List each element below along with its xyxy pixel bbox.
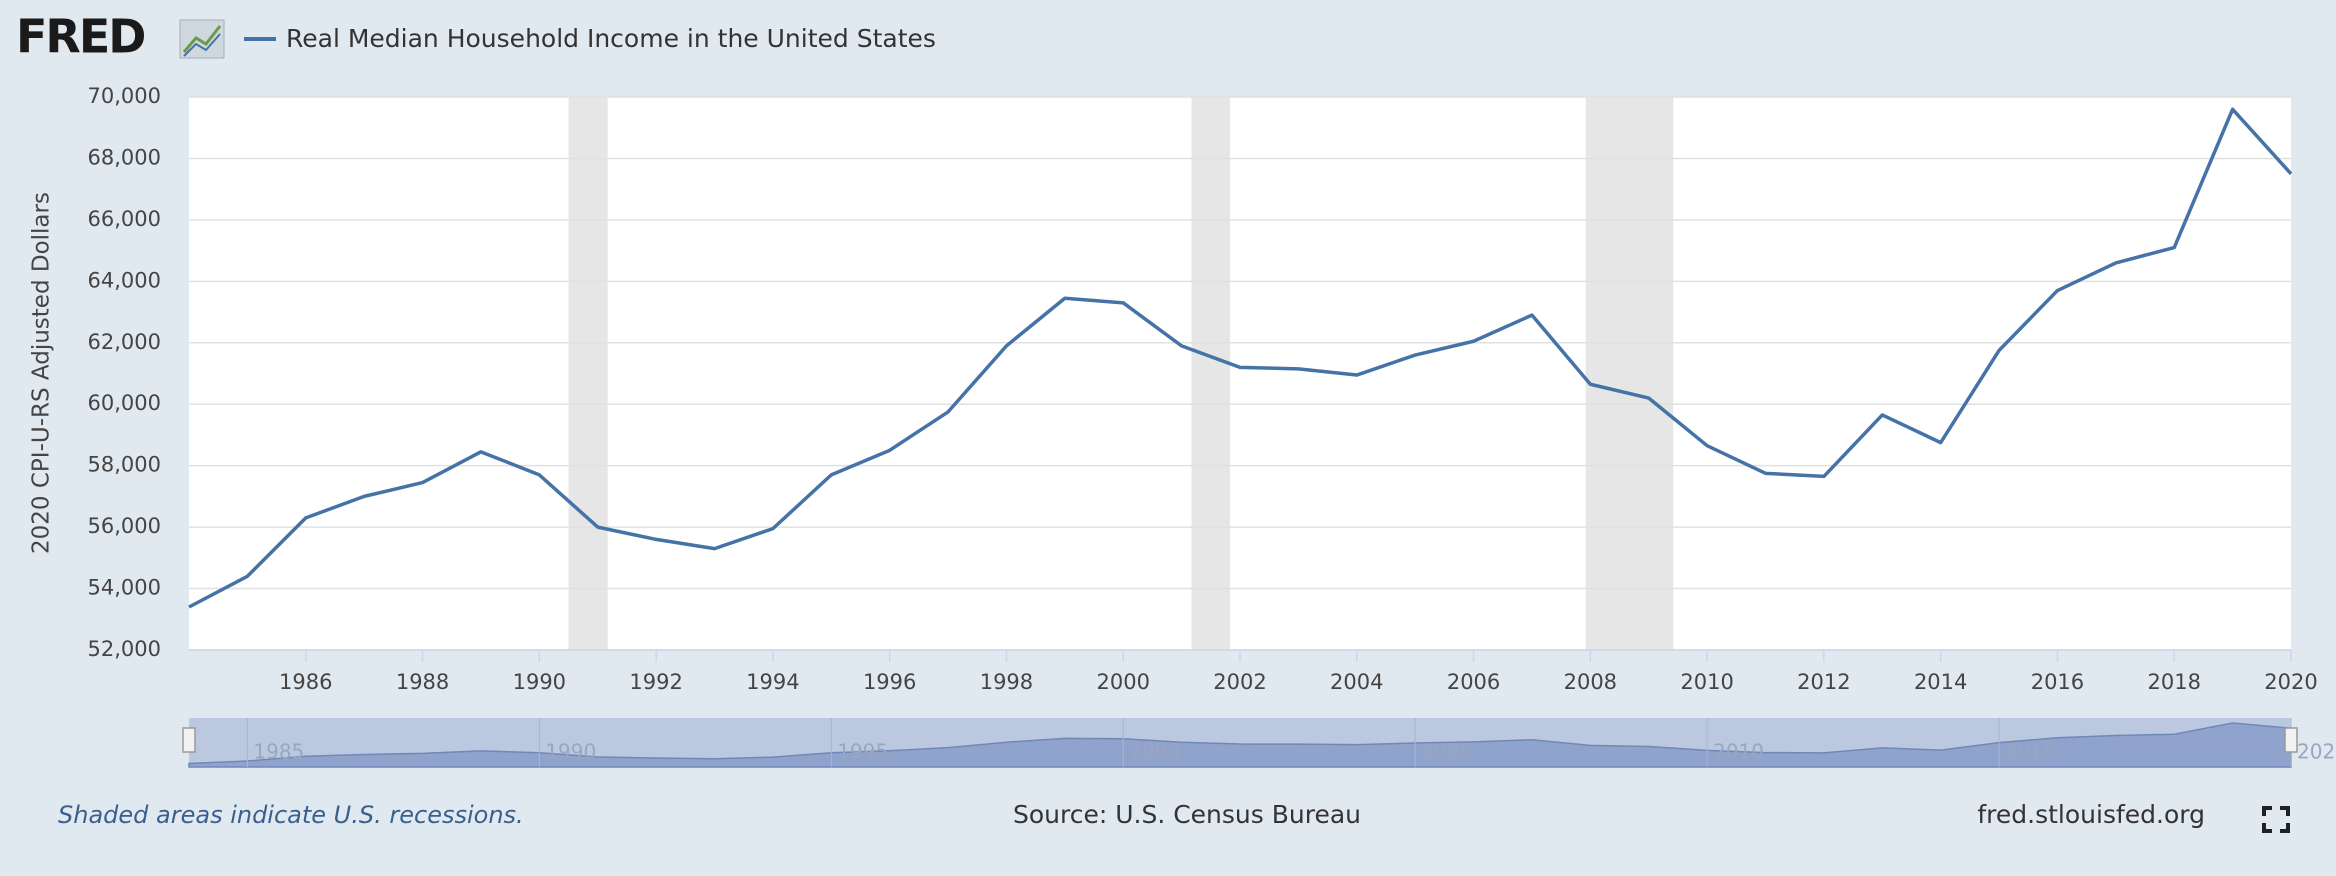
x-tick-label: 1998 bbox=[980, 670, 1033, 694]
x-tick-label: 2008 bbox=[1564, 670, 1617, 694]
navigator-tick-label: 2005 bbox=[1421, 740, 1472, 764]
recession-band bbox=[1191, 97, 1231, 650]
x-tick-label: 1996 bbox=[863, 670, 916, 694]
x-tick-label: 2018 bbox=[2147, 670, 2200, 694]
recession-note: Shaded areas indicate U.S. recessions. bbox=[58, 801, 524, 829]
y-tick-label: 54,000 bbox=[88, 576, 161, 600]
x-tick-label: 2016 bbox=[2031, 670, 2084, 694]
navigator-tick-label: 2010 bbox=[1713, 740, 1764, 764]
x-tick-label: 2006 bbox=[1447, 670, 1500, 694]
x-tick-label: 2004 bbox=[1330, 670, 1383, 694]
x-tick-label: 1992 bbox=[629, 670, 682, 694]
y-tick-label: 56,000 bbox=[88, 514, 161, 538]
x-tick-label: 1994 bbox=[746, 670, 799, 694]
series-line bbox=[188, 107, 2293, 609]
x-tick-label: 2012 bbox=[1797, 670, 1850, 694]
y-tick-label: 60,000 bbox=[88, 391, 161, 415]
x-tick-label: 1990 bbox=[513, 670, 566, 694]
navigator-tick-label: 2015 bbox=[2005, 740, 2056, 764]
fullscreen-button[interactable] bbox=[2262, 806, 2290, 833]
y-tick-label: 62,000 bbox=[88, 330, 161, 354]
navigator-tick-label: 1985 bbox=[253, 740, 304, 764]
site-link[interactable]: fred.stlouisfed.org bbox=[1977, 800, 2205, 829]
navigator-handle[interactable] bbox=[182, 727, 196, 753]
logo: FRED bbox=[16, 10, 144, 64]
x-tick-label: 2020 bbox=[2264, 670, 2317, 694]
legend-label: Real Median Household Income in the Unit… bbox=[286, 24, 936, 53]
plot-area bbox=[189, 97, 2291, 650]
navigator-tick-label: 1995 bbox=[837, 740, 888, 764]
x-tick-label: 1986 bbox=[279, 670, 332, 694]
source: Source: U.S. Census Bureau bbox=[1013, 800, 1361, 829]
y-tick-label: 70,000 bbox=[88, 84, 161, 108]
y-tick-label: 68,000 bbox=[88, 145, 161, 169]
recession-band bbox=[568, 97, 608, 650]
x-tick-label: 2002 bbox=[1213, 670, 1266, 694]
logo-icon bbox=[179, 19, 225, 59]
navigator-tick-label: 2000 bbox=[1129, 740, 1180, 764]
x-tick-label: 2010 bbox=[1680, 670, 1733, 694]
navigator-tick-label: 1990 bbox=[545, 740, 596, 764]
navigator-tick-label: 2020 bbox=[2297, 740, 2336, 764]
x-tick-label: 1988 bbox=[396, 670, 449, 694]
y-tick-label: 64,000 bbox=[88, 268, 161, 292]
y-tick-label: 58,000 bbox=[88, 453, 161, 477]
navigator-area bbox=[188, 722, 2292, 768]
x-tick-label: 2014 bbox=[1914, 670, 1967, 694]
y-axis-label: 2020 CPI-U-RS Adjusted Dollars bbox=[29, 192, 55, 554]
navigator-handle[interactable] bbox=[2284, 727, 2298, 753]
y-tick-label: 66,000 bbox=[88, 207, 161, 231]
x-tick-label: 2000 bbox=[1096, 670, 1149, 694]
y-tick-label: 52,000 bbox=[88, 637, 161, 661]
recession-band bbox=[1585, 97, 1674, 650]
